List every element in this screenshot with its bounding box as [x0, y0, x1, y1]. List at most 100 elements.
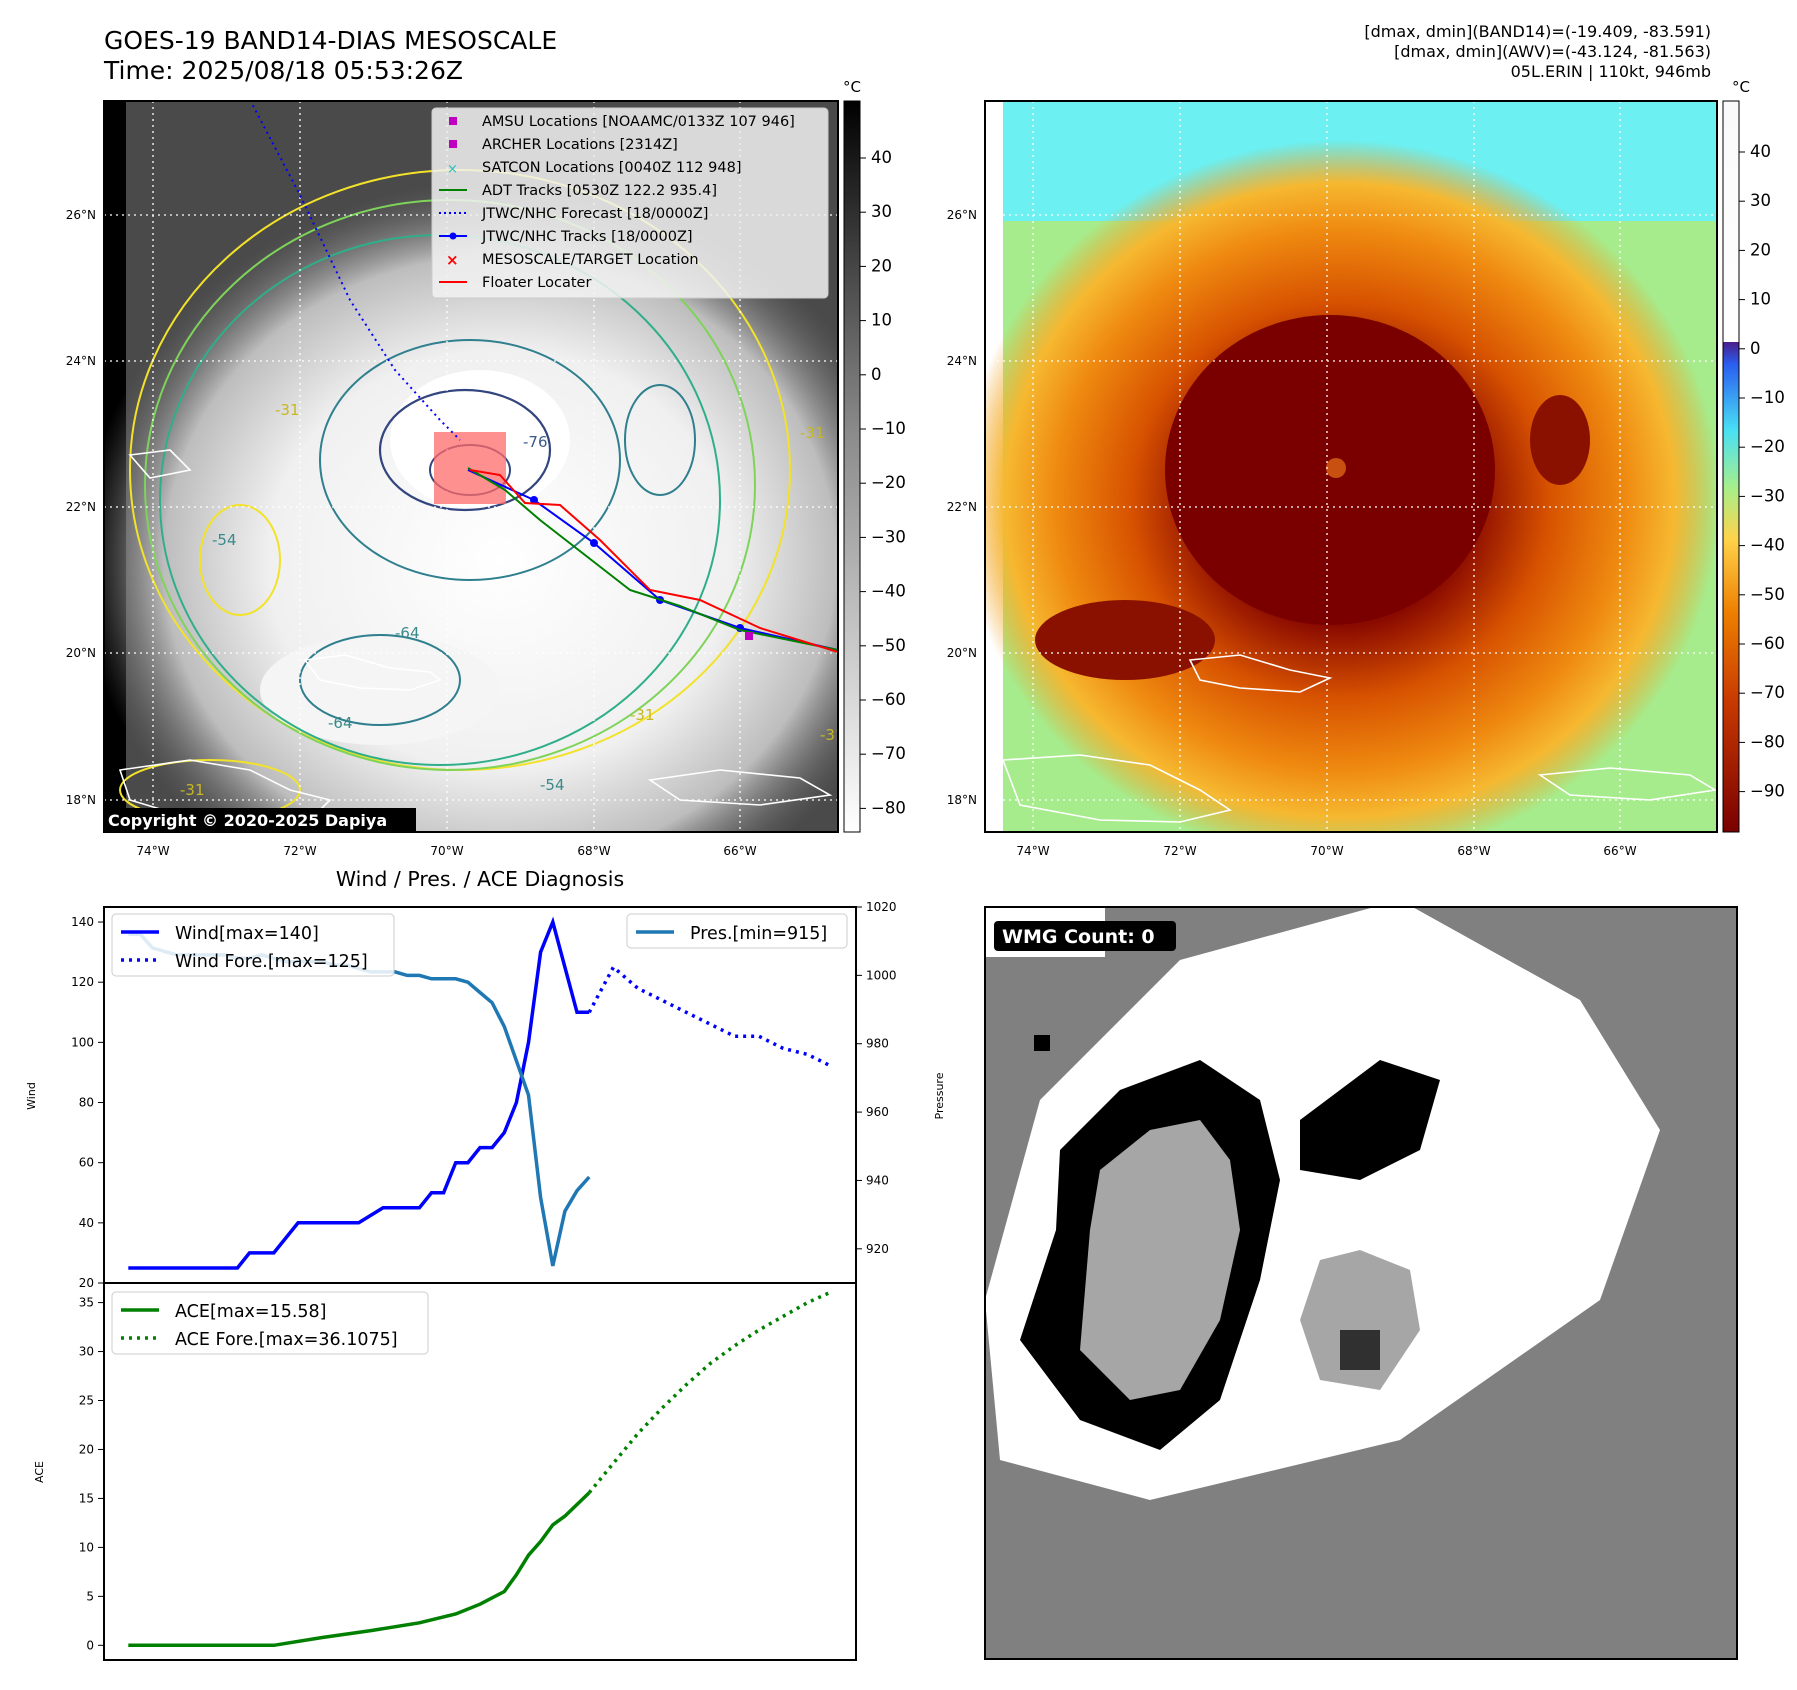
ir-colorbar-tick: −70	[871, 744, 906, 763]
ace-fore-legend-label: ACE Fore.[max=36.1075]	[175, 1330, 398, 1350]
ir-colorbar-tick: 40	[871, 148, 892, 167]
diagnosis-title: Wind / Pres. / ACE Diagnosis	[336, 867, 624, 891]
wmg-count-label: WMG Count: 0	[1002, 926, 1155, 948]
awv-lat-label: 24°N	[947, 354, 977, 368]
contour-west	[199, 504, 281, 616]
wind-series-line	[128, 916, 590, 1270]
wind-y-tick-label: 60	[79, 1156, 94, 1170]
awv-colorbar-tick: −20	[1750, 437, 1785, 456]
ir-colorbar-tick: 0	[871, 365, 882, 384]
ace-y-tick-label: 5	[86, 1589, 94, 1603]
ir-colorbar-tick: −10	[871, 419, 906, 438]
jtwc-track-point	[530, 496, 538, 504]
lon-label: 72°W	[283, 844, 316, 858]
ace-y-tick-label: 20	[79, 1442, 94, 1456]
awv-colorbar-tick: −10	[1750, 388, 1785, 407]
ir-colorbar-tick: 10	[871, 311, 892, 330]
wind-y-tick-label: 140	[71, 915, 94, 929]
awv-colorbar-tick: −40	[1750, 536, 1785, 555]
wind-legend-label: Wind[max=140]	[175, 924, 319, 944]
lon-label: 70°W	[430, 844, 463, 858]
wmg-black-patch	[1300, 1060, 1440, 1180]
pressure-y-tick-label: 940	[866, 1173, 889, 1187]
wind-fore-legend-label: Wind Fore.[max=125]	[175, 952, 368, 972]
ir-colorbar-tick: −30	[871, 527, 906, 546]
wmg-panel	[985, 900, 1737, 1659]
jtwc-forecast-track	[249, 101, 461, 441]
wmg-dark-eye	[1340, 1330, 1380, 1370]
ace-legend-label: ACE[max=15.58]	[175, 1302, 326, 1322]
pressure-y-tick-label: 1000	[866, 968, 897, 982]
wind-y-tick-label: 40	[79, 1216, 94, 1230]
legend-marker-archer	[449, 140, 457, 148]
legend-label-satcon: SATCON Locations [0040Z 112 948]	[482, 160, 741, 176]
awv-colorbar-tick: 30	[1750, 191, 1771, 210]
lat-label: 26°N	[66, 208, 96, 222]
lon-label: 66°W	[723, 844, 756, 858]
legend-marker-tracks-dot	[449, 232, 457, 240]
contour-label: -31	[180, 781, 205, 799]
wind-y-tick-label: 120	[71, 975, 94, 989]
legend-label-target: MESOSCALE/TARGET Location	[482, 252, 699, 268]
figure-title: GOES-19 BAND14-DIAS MESOSCALE	[104, 26, 558, 55]
awv-colorbar-tick: −30	[1750, 486, 1785, 505]
ace-y-tick-label: 30	[79, 1345, 94, 1359]
awv-colorbar-tick: 20	[1750, 240, 1771, 259]
ace-series-line	[128, 1491, 591, 1648]
awv-colorbar-tick: 40	[1750, 142, 1771, 161]
legend-label-floater: Floater Locater	[482, 275, 591, 291]
contour-label: -31	[630, 706, 655, 724]
awv-colorbar-tick: 0	[1750, 339, 1761, 358]
wind-y-tick-label: 20	[79, 1276, 94, 1290]
wmg-label-box	[994, 921, 1176, 951]
awv-gridlines	[985, 101, 1717, 832]
contour-64	[319, 339, 621, 581]
legend-label-forecast: JTWC/NHC Forecast [18/0000Z]	[481, 206, 708, 222]
awv-map-frame	[984, 100, 1718, 833]
wind-y-tick-label: 100	[71, 1035, 94, 1049]
info-band14: [dmax, dmin](BAND14)=(-19.409, -83.591)	[1364, 22, 1711, 41]
contour-label: -76	[523, 433, 548, 451]
lat-label: 24°N	[66, 354, 96, 368]
amsu-location	[745, 632, 753, 640]
ir-colorbar-unit: °C	[843, 78, 861, 96]
ace-y-tick-label: 25	[79, 1394, 94, 1408]
wind-legend-box	[111, 913, 395, 977]
awv-colorbar-ticks: 40 30 20 10 0 −10 −20 −30 −40 −50 −60 −70 −80 −90	[1739, 142, 1785, 801]
contour-label: -31	[800, 424, 825, 442]
awv-map-panel	[985, 101, 1717, 832]
ir-colorbar-tick: −60	[871, 690, 906, 709]
awv-lat-label: 22°N	[947, 500, 977, 514]
wmg-frame	[984, 906, 1738, 1660]
pressure-y-tick-label: 960	[866, 1105, 889, 1119]
ace-y-tick-label: 15	[79, 1491, 94, 1505]
awv-lon-label: 74°W	[1016, 844, 1049, 858]
pressure-y-ticks: 920 940 960 980 1000 1020	[856, 900, 897, 1256]
wmg-black-pixel	[1034, 1035, 1050, 1051]
awv-lon-label: 70°W	[1310, 844, 1343, 858]
map-legend-box	[431, 107, 829, 299]
lat-label: 22°N	[66, 500, 96, 514]
legend-label-amsu: AMSU Locations [NOAAMC/0133Z 107 946]	[482, 114, 795, 130]
ace-y-tick-label: 0	[86, 1638, 94, 1652]
pressure-y-tick-label: 920	[866, 1242, 889, 1256]
awv-coast-puerto-rico	[1537, 767, 1717, 801]
awv-lat-label: 26°N	[947, 208, 977, 222]
awv-coast-hispaniola	[1001, 754, 1232, 823]
contour-64-south	[299, 634, 461, 726]
info-awv: [dmax, dmin](AWV)=(-43.124, -81.563)	[1394, 42, 1711, 61]
ir-colorbar-tick: −50	[871, 636, 906, 655]
awv-rainband-south	[1035, 600, 1215, 680]
pressure-y-tick-label: 980	[866, 1037, 889, 1051]
pressure-y-tick-label: 1020	[866, 900, 897, 914]
map-legend: × × AMSU Locations [NOAAMC/0133Z 107 946…	[431, 107, 829, 299]
awv-lon-label: 68°W	[1457, 844, 1490, 858]
awv-colorbar-tick: 10	[1750, 290, 1771, 309]
wind-axis-label: Wind	[25, 1082, 38, 1110]
ir-colorbar-tick: −40	[871, 582, 906, 601]
ace-y-tick-label: 35	[79, 1296, 94, 1310]
ir-cloud-band	[260, 635, 500, 745]
legend-label-adt: ADT Tracks [0530Z 122.2 935.4]	[482, 183, 717, 199]
ir-map-frame	[103, 100, 839, 833]
